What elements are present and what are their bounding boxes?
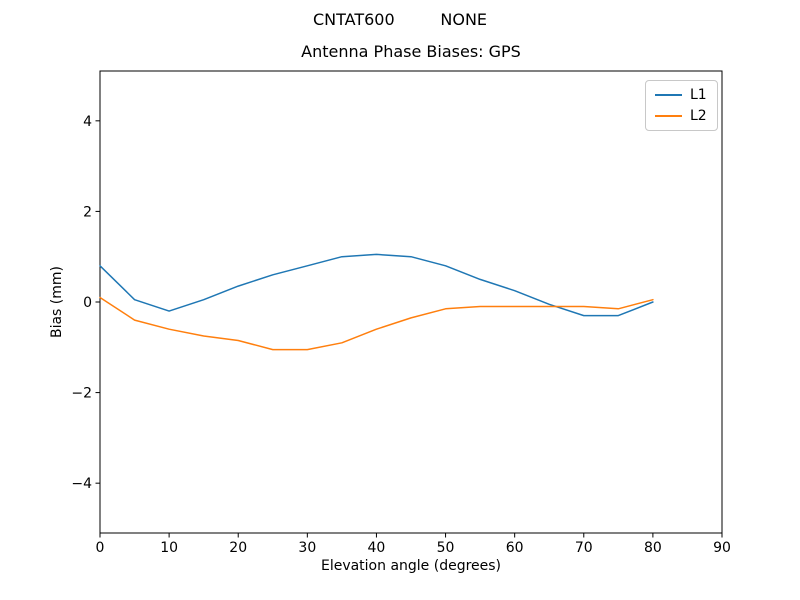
y-tick-label: −2 xyxy=(71,386,92,402)
x-tick-label: 80 xyxy=(644,540,662,556)
chart-title: Antenna Phase Biases: GPS xyxy=(301,42,521,61)
legend-entry-L1: L1 xyxy=(655,87,707,103)
legend-line-sample-L1 xyxy=(655,94,682,96)
x-tick-label: 60 xyxy=(506,540,524,556)
x-tick-label: 90 xyxy=(713,540,731,556)
legend-line-sample-L2 xyxy=(655,115,682,117)
x-tick-label: 50 xyxy=(437,540,455,556)
y-tick-label: 2 xyxy=(83,204,92,220)
series-line-L2 xyxy=(99,296,654,351)
series-line-L1 xyxy=(99,253,654,317)
legend-label: L1 xyxy=(690,87,707,103)
x-tick-label: 70 xyxy=(575,540,593,556)
y-axis-label: Bias (mm) xyxy=(49,265,65,339)
legend-label: L2 xyxy=(690,108,707,124)
x-tick-label: 10 xyxy=(160,540,178,556)
y-tick-label: 0 xyxy=(83,295,92,311)
y-tick-label: −4 xyxy=(71,476,92,492)
x-axis-label: Elevation angle (degrees) xyxy=(320,558,502,574)
x-tick-label: 40 xyxy=(368,540,386,556)
figure-suptitle: CNTAT600 NONE xyxy=(312,10,488,29)
x-tick-label: 0 xyxy=(96,540,105,556)
legend: L1 L2 xyxy=(645,80,718,131)
axes-spines xyxy=(99,70,723,534)
y-tick-label: 4 xyxy=(83,114,92,130)
x-tick-label: 30 xyxy=(298,540,316,556)
x-tick-label: 20 xyxy=(229,540,247,556)
legend-entry-L2: L2 xyxy=(655,108,707,124)
